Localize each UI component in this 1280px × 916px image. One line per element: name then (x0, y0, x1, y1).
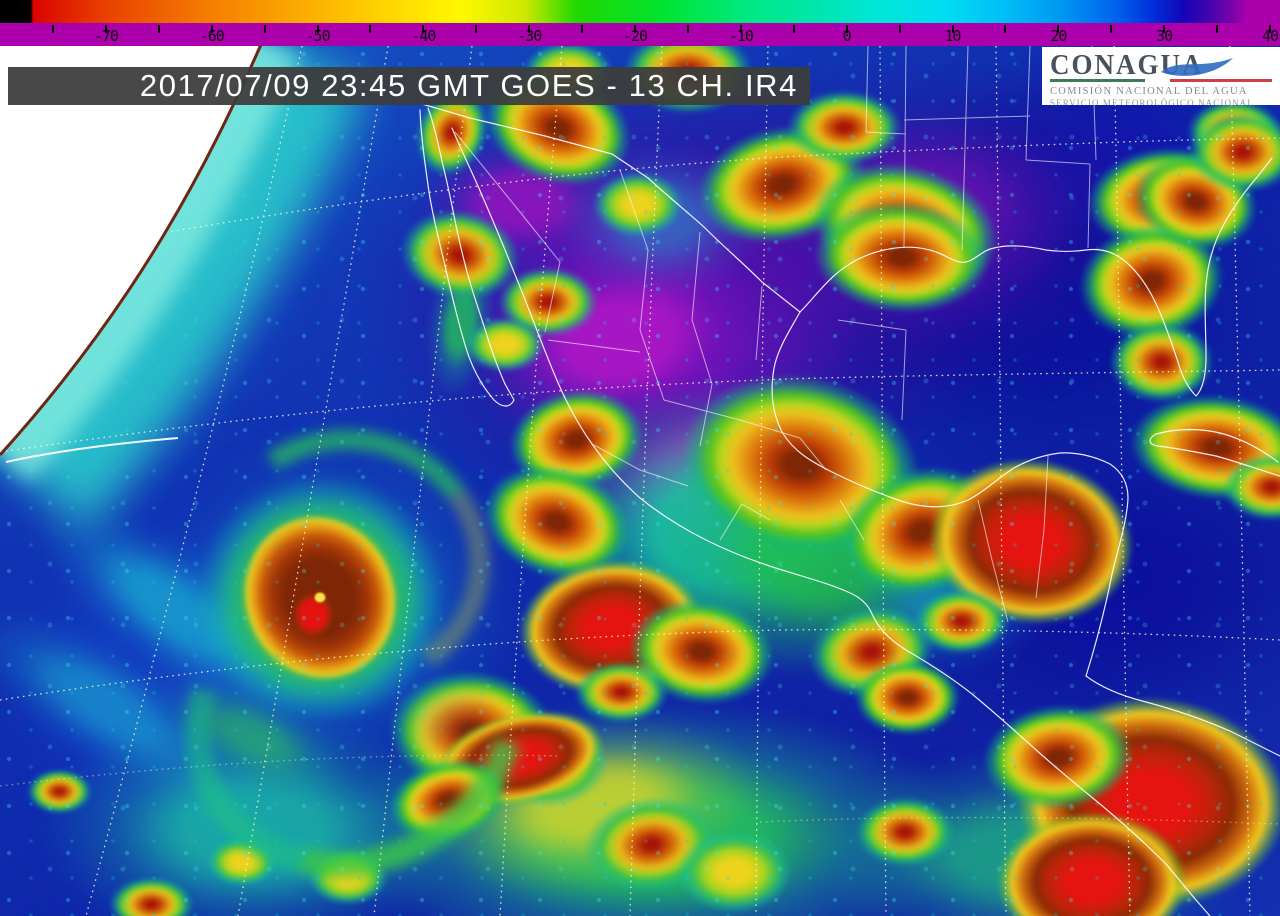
smn-tagline: SERVICIO METEOROLÓGICO NACIONAL (1050, 98, 1254, 105)
colorbar-tick (369, 25, 372, 33)
colorbar-tick (52, 25, 54, 33)
colorbar-tick (422, 25, 425, 33)
colorbar-tick (1004, 25, 1007, 33)
us-mexico-border (421, 103, 801, 313)
mexico-pacific-coast (451, 127, 1211, 916)
caribbean-coast (1085, 675, 1280, 757)
conagua-swoosh-icon (1160, 58, 1233, 76)
cuba-coast (1149, 428, 1280, 477)
storm-cell (677, 831, 792, 913)
state-border-lines (454, 45, 1097, 623)
flag-bar-green (1050, 79, 1146, 82)
colorbar-tick-label: 0 (842, 27, 852, 45)
storm-cell (27, 769, 92, 814)
colorbar-tick-label: -60 (199, 27, 225, 45)
flag-bar-red (1169, 79, 1272, 82)
colorbar-tick (792, 25, 795, 33)
colorbar-tick (1110, 25, 1113, 33)
colorbar-tick (316, 25, 319, 33)
colorbar-tick-label: 30 (1156, 27, 1173, 45)
colorbar-tick (739, 25, 742, 33)
colorbar-tick-strip: -70 -60 -50 -40 -30 -20 -10 0 10 20 30 40 (0, 23, 1280, 46)
colorbar-gradient (0, 0, 1280, 23)
colorbar-tick (845, 25, 848, 33)
colorbar-tick (1057, 25, 1060, 33)
colorbar-tick (686, 25, 689, 33)
storm-cell (593, 172, 683, 237)
colorbar-tick-label: -40 (411, 27, 436, 45)
colorbar-tick-label: -70 (93, 27, 119, 45)
colorbar-tick-label: -20 (622, 27, 648, 45)
temperature-colorbar: -70 -60 -50 -40 -30 -20 -10 0 10 20 30 40 (0, 0, 1280, 46)
storm-cell (1109, 321, 1214, 403)
colorbar-tick-label: 20 (1050, 27, 1067, 45)
us-gulf-coast (799, 157, 1273, 397)
colorbar-tick-label: -50 (305, 27, 331, 45)
colorbar-tick-label: 10 (944, 27, 961, 45)
colorbar-tick-label: -30 (517, 27, 542, 45)
storm-cell (997, 812, 1187, 916)
baja-california-coast (419, 107, 515, 407)
mexico-flag-bars (1050, 79, 1272, 82)
colorbar-tick (581, 25, 584, 33)
colorbar-tick (528, 25, 531, 33)
colorbar-tick (1163, 25, 1166, 33)
colorbar-tick-label: -10 (728, 27, 754, 45)
storm-cell (207, 838, 277, 886)
mexico-gulf-coast (771, 311, 1129, 677)
colorbar-tick (1216, 25, 1219, 33)
conagua-logo: CONAGUA COMISIÓN NACIONAL DEL AGUA SERVI… (1042, 47, 1280, 105)
storm-cell (574, 661, 669, 723)
border-lines (419, 103, 1280, 916)
space-region (0, 40, 263, 455)
colorbar-tick (898, 25, 901, 33)
storm-cell (109, 877, 194, 916)
colorbar-tick (634, 25, 637, 33)
graticule-lines (0, 45, 1280, 916)
colorbar-tick (951, 25, 954, 33)
conagua-tagline: COMISIÓN NACIONAL DEL AGUA (1050, 86, 1248, 97)
colorbar-tick-label: 40 (1261, 27, 1279, 45)
image-title-bar: 2017/07/09 23:45 GMT GOES - 13 CH. IR4 (8, 67, 810, 105)
hurricane-eye (313, 591, 327, 604)
colorbar-tick (263, 25, 266, 33)
colorbar-tick (104, 25, 107, 33)
colorbar-tick (157, 25, 160, 33)
storm-cell (308, 850, 388, 905)
colorbar-tick (210, 25, 213, 33)
graticule-solid-segment (5, 437, 179, 463)
storm-cell (465, 317, 545, 372)
image-title: 2017/07/09 23:45 GMT GOES - 13 CH. IR4 (139, 68, 798, 103)
colorbar-tick (475, 25, 478, 33)
storm-cell (855, 797, 955, 867)
colorbar-tick (1269, 25, 1271, 33)
